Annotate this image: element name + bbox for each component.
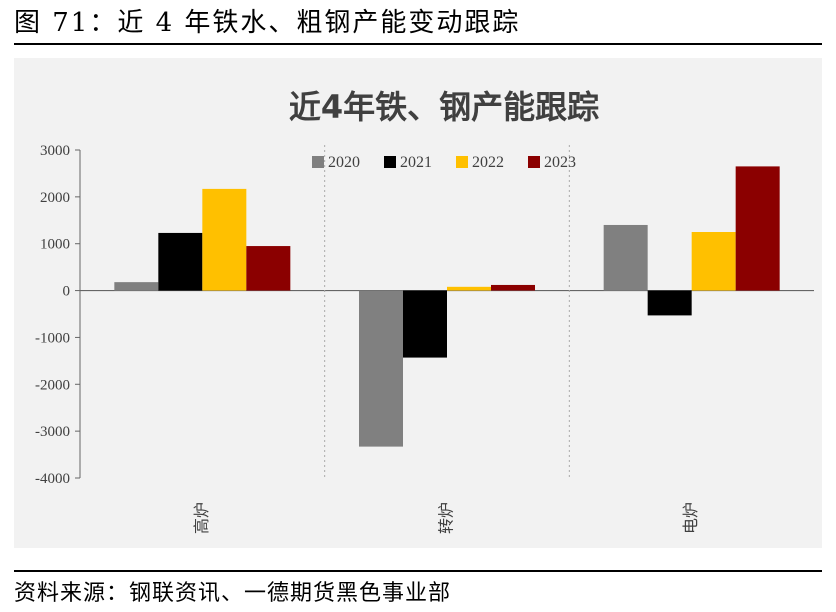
bar-2020-转炉 xyxy=(359,290,403,447)
y-tick-label: 3000 xyxy=(40,143,70,159)
bar-2020-高炉 xyxy=(114,282,159,291)
y-tick-label: -4000 xyxy=(35,471,70,487)
bar-2022-转炉 xyxy=(447,286,491,291)
legend-label-2022: 2022 xyxy=(472,154,504,171)
legend: 2020 2021 2022 2023 xyxy=(312,154,576,171)
legend-label-2021: 2021 xyxy=(400,154,432,171)
bar-2020-电炉 xyxy=(603,224,648,291)
bars-layer xyxy=(114,166,780,447)
chart-panel: 近4年铁、钢产能跟踪 3000 2000 1000 0 -1000 -2000 -3000 -… xyxy=(14,58,822,548)
category-label: 转炉 xyxy=(437,502,456,534)
legend-label-2023: 2023 xyxy=(544,154,576,171)
category-label: 高炉 xyxy=(192,502,211,534)
source-rule xyxy=(14,570,822,572)
y-tick-label: 1000 xyxy=(40,237,70,253)
legend-label-2020: 2020 xyxy=(328,154,360,171)
bar-2023-转炉 xyxy=(491,284,535,291)
caption-rule xyxy=(14,43,822,45)
bar-2021-高炉 xyxy=(158,232,203,291)
bar-2022-电炉 xyxy=(691,232,736,291)
category-label: 电炉 xyxy=(681,502,700,534)
y-tick-label: -2000 xyxy=(35,377,70,393)
legend-swatch-2021 xyxy=(384,156,396,168)
y-tick-label: 2000 xyxy=(40,190,70,206)
bar-2021-电炉 xyxy=(647,290,692,316)
source-note: 资料来源：钢联资讯、一德期货黑色事业部 xyxy=(14,581,452,606)
bar-2023-电炉 xyxy=(735,166,780,291)
y-tick-label: -3000 xyxy=(35,424,70,440)
legend-swatch-2022 xyxy=(456,156,468,168)
y-tick-label: 0 xyxy=(63,284,71,300)
bar-chart: 近4年铁、钢产能跟踪 3000 2000 1000 0 -1000 -2000 -3000 -… xyxy=(35,88,814,534)
figure-caption: 图 71：近 4 年铁水、粗钢产能变动跟踪 xyxy=(14,8,521,38)
bar-2023-高炉 xyxy=(246,246,291,291)
chart-title: 近4年铁、钢产能跟踪 xyxy=(289,88,599,126)
bar-2022-高炉 xyxy=(202,188,247,291)
legend-swatch-2020 xyxy=(312,156,324,168)
legend-swatch-2023 xyxy=(528,156,540,168)
bar-2021-转炉 xyxy=(403,290,447,358)
y-tick-label: -1000 xyxy=(35,330,70,346)
